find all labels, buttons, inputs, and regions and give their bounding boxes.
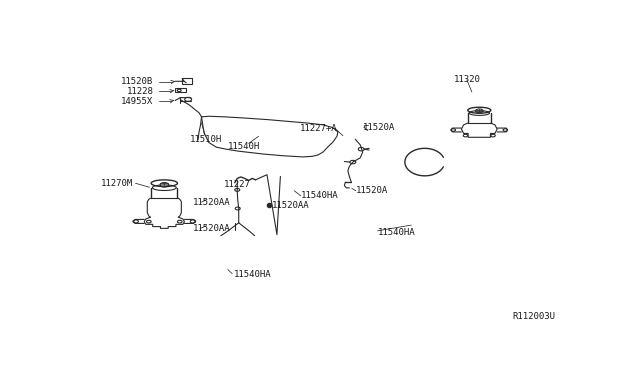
Text: 11228: 11228 bbox=[127, 87, 154, 96]
Text: 11520A: 11520A bbox=[356, 186, 388, 195]
Text: 11520AA: 11520AA bbox=[193, 198, 230, 207]
Text: 11540HA: 11540HA bbox=[234, 270, 271, 279]
Text: 11510H: 11510H bbox=[189, 135, 221, 144]
Text: R112003U: R112003U bbox=[512, 312, 555, 321]
Text: 14955X: 14955X bbox=[121, 97, 154, 106]
Text: 11520B: 11520B bbox=[121, 77, 154, 86]
Text: 11520A: 11520A bbox=[364, 123, 396, 132]
Text: 11520AA: 11520AA bbox=[193, 224, 230, 233]
Text: 11320: 11320 bbox=[454, 74, 480, 83]
Text: 11227: 11227 bbox=[224, 180, 251, 189]
Text: 11270M: 11270M bbox=[101, 179, 134, 188]
Text: 11540HA: 11540HA bbox=[301, 191, 339, 201]
Text: 11540HA: 11540HA bbox=[378, 228, 415, 237]
Text: 11540H: 11540H bbox=[228, 142, 260, 151]
Text: 11227+A: 11227+A bbox=[300, 124, 338, 133]
Text: 11520AA: 11520AA bbox=[271, 201, 309, 210]
